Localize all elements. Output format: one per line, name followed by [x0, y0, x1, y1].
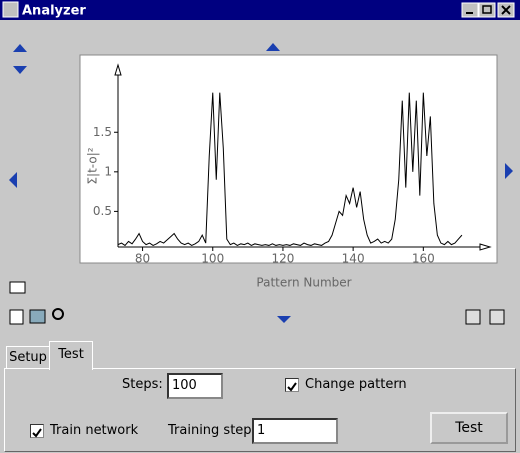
- plot-area: [79, 54, 498, 264]
- x-tick-label: 100: [201, 252, 224, 266]
- training-steps-input[interactable]: 1: [252, 418, 338, 444]
- data-line: [117, 92, 463, 247]
- scroll-up[interactable]: [266, 43, 280, 51]
- next-icon[interactable]: [489, 309, 505, 325]
- table-icon[interactable]: [9, 281, 26, 294]
- scroll-down[interactable]: [277, 316, 291, 323]
- x-tick-label: 80: [135, 252, 150, 266]
- zoom-in-icon[interactable]: [13, 44, 27, 52]
- scroll-right[interactable]: [505, 163, 513, 179]
- window-title: Analyzer: [22, 4, 86, 19]
- y-axis-arrow: [114, 63, 122, 76]
- checkmark: [287, 382, 297, 392]
- x-axis-arrow: [479, 243, 492, 251]
- new-icon[interactable]: [9, 309, 24, 325]
- x-tick-label: 160: [412, 252, 435, 266]
- tab-active[interactable]: Test: [49, 341, 93, 370]
- train-network-label: Train network: [50, 423, 139, 438]
- y-tick-label: 1: [104, 164, 112, 178]
- steps-label: Steps:: [122, 377, 163, 392]
- x-tick-label: 120: [271, 252, 294, 266]
- y-axis-label: Σ|t-o|²: [86, 147, 100, 184]
- change-pattern-label: Change pattern: [305, 377, 407, 392]
- prev-icon[interactable]: [465, 309, 481, 325]
- image-icon[interactable]: [29, 309, 46, 324]
- x-axis-label: Pattern Number: [256, 276, 351, 290]
- steps-input[interactable]: 100: [167, 373, 223, 399]
- change-pattern-checkbox[interactable]: [285, 378, 299, 392]
- y-tick-label: 0.5: [93, 204, 112, 218]
- tab-panel: [4, 368, 516, 452]
- title-bar: [0, 0, 520, 20]
- x-tick-label: 140: [342, 252, 365, 266]
- checkmark: [32, 428, 42, 438]
- y-tick-label: 1.5: [93, 125, 112, 139]
- search-icon[interactable]: [52, 308, 64, 320]
- test-button[interactable]: Test: [430, 412, 508, 444]
- checkmark-path: [287, 382, 297, 392]
- checkmark-path: [32, 428, 42, 438]
- training-steps-label: Training steps:: [168, 423, 263, 438]
- scroll-left[interactable]: [9, 172, 17, 188]
- zoom-out-icon[interactable]: [13, 66, 27, 74]
- train-network-checkbox[interactable]: [30, 424, 44, 438]
- app-icon: [2, 1, 19, 18]
- tab[interactable]: Setup: [6, 346, 50, 369]
- window-buttons[interactable]: [461, 2, 515, 18]
